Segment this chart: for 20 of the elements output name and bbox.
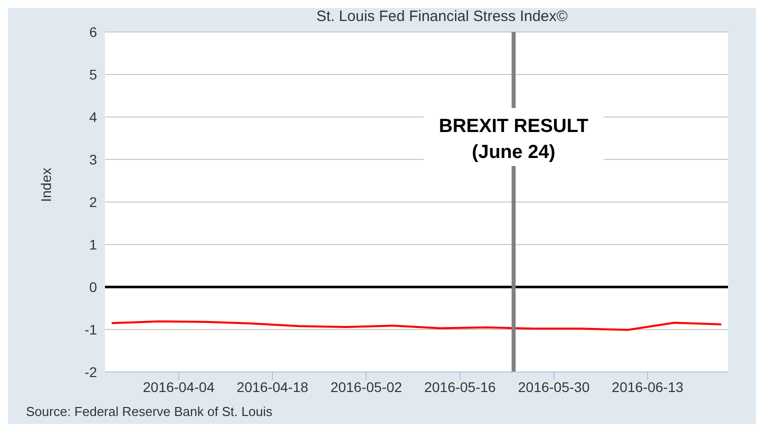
- y-tick-label: 0: [89, 278, 98, 295]
- y-axis-title: Index: [38, 168, 54, 202]
- y-tick-label: 3: [89, 151, 98, 168]
- ref-line-label: BREXIT RESULT (June 24): [438, 116, 589, 163]
- x-tick-label: 2016-05-16: [424, 378, 496, 395]
- y-tick-label: 5: [89, 66, 98, 82]
- y-tick-label: -2: [84, 364, 98, 380]
- x-tick-label: 2016-06-13: [612, 378, 684, 395]
- source-note: Source: Federal Reserve Bank of St. Louis: [26, 404, 272, 419]
- x-tick-label: 2016-05-02: [330, 378, 402, 395]
- y-tick-label: 6: [89, 24, 98, 40]
- line-series: [110, 320, 722, 331]
- y-tick-label: 1: [89, 236, 98, 252]
- y-tick-label: -1: [84, 321, 98, 338]
- chart-title: St. Louis Fed Financial Stress Index©: [315, 8, 569, 25]
- x-tick-label: 2016-05-30: [518, 378, 590, 395]
- x-tick-label: 2016-04-18: [236, 378, 308, 395]
- y-tick-label: 4: [89, 108, 98, 125]
- y-tick-label: 2: [89, 194, 98, 210]
- x-tick-label: 2016-04-04: [142, 378, 215, 395]
